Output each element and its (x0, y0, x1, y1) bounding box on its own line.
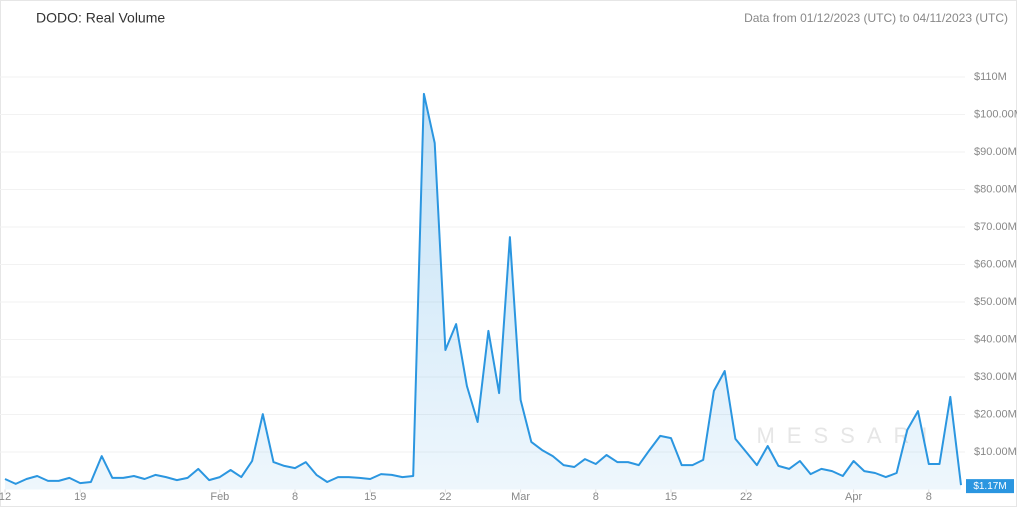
x-tick-label: Apr (845, 491, 862, 503)
x-tick-label: 22 (439, 491, 451, 503)
y-tick-label: $90.00M (974, 146, 1017, 158)
y-tick-label: $80.00M (974, 183, 1017, 195)
current-value-box (966, 479, 1014, 494)
chart-subtitle: Data from 01/12/2023 (UTC) to 04/11/2023… (744, 11, 1008, 25)
y-tick-label: $60.00M (974, 258, 1017, 270)
current-value-label: $1.17M (973, 481, 1006, 492)
y-tick-label: $20.00M (974, 408, 1017, 420)
x-tick-label: Mar (511, 491, 530, 503)
y-tick-label: $100.00M (974, 108, 1017, 120)
x-tick-label: 8 (292, 491, 298, 503)
x-tick-label: 22 (740, 491, 752, 503)
x-tick-label: 19 (74, 491, 86, 503)
y-tick-label: $110M (974, 71, 1007, 83)
x-tick-label: 15 (364, 491, 376, 503)
y-tick-label: $40.00M (974, 333, 1017, 345)
x-tick-label: 8 (926, 491, 932, 503)
watermark: MESSARI (756, 423, 939, 448)
y-tick-label: $50.00M (974, 296, 1017, 308)
y-tick-label: $10.00M (974, 446, 1017, 458)
x-tick-label: 12 (0, 491, 11, 503)
x-tick-label: Feb (210, 491, 229, 503)
x-tick-label: 15 (665, 491, 677, 503)
y-tick-label: $30.00M (974, 371, 1017, 383)
x-tick-label: 8 (593, 491, 599, 503)
area (5, 93, 961, 490)
y-tick-label: $70.00M (974, 221, 1017, 233)
chart-title: DODO: Real Volume (36, 10, 165, 26)
line (4, 92, 962, 486)
